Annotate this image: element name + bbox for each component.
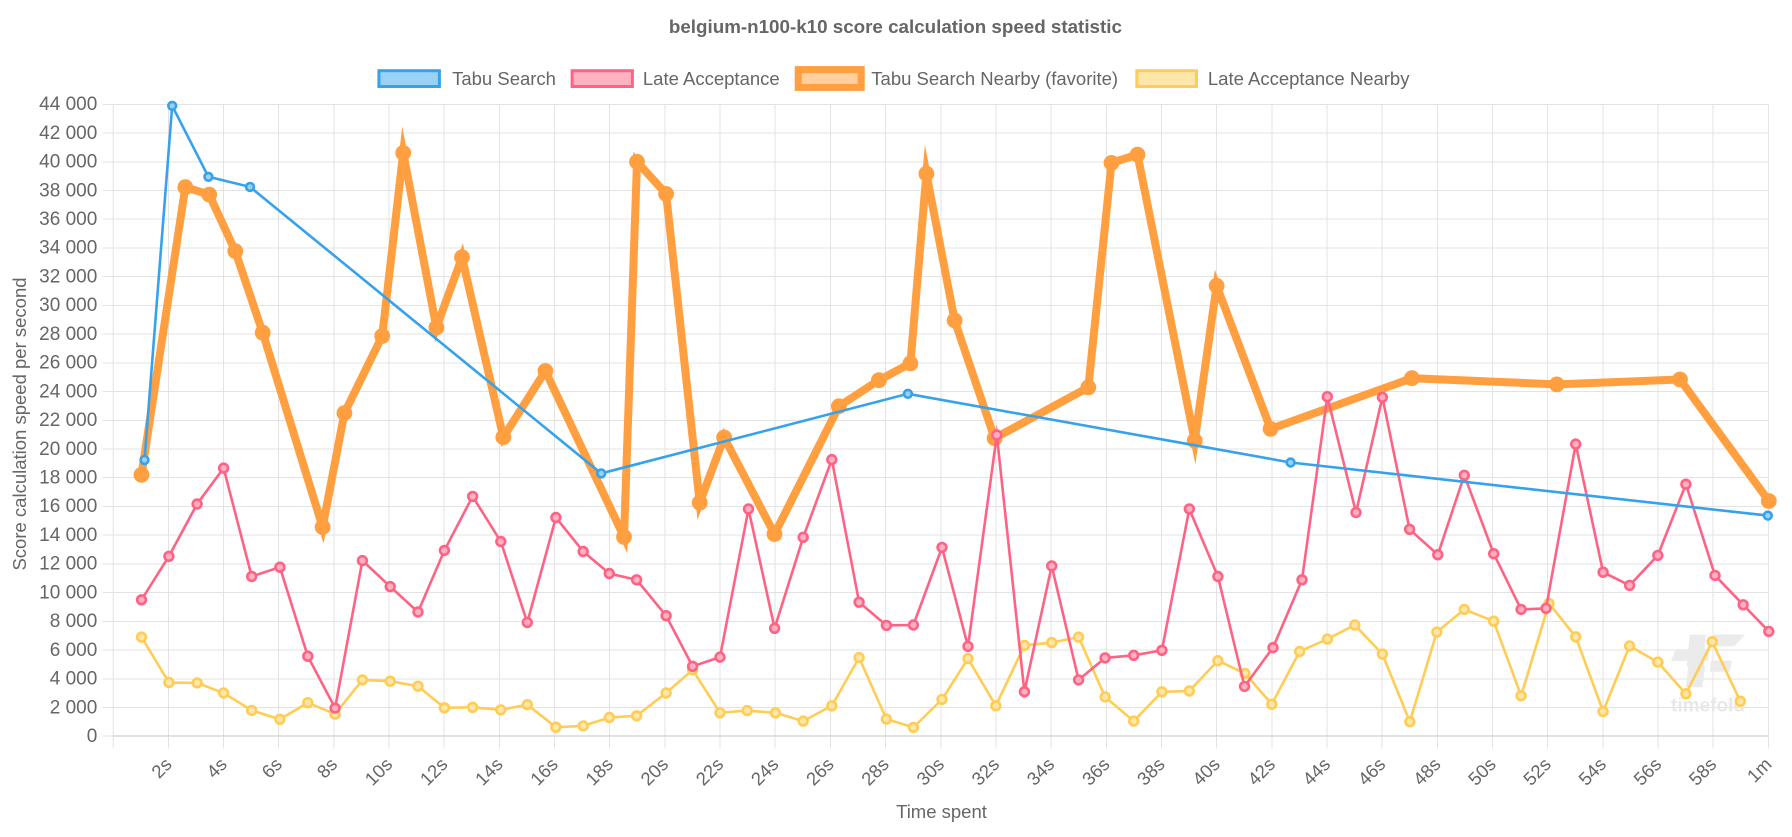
svg-text:belgium-n100-k10 score calcula: belgium-n100-k10 score calculation speed… [669,16,1122,37]
svg-text:32 000: 32 000 [39,266,97,287]
svg-text:30 000: 30 000 [39,295,97,316]
svg-text:Late Acceptance Nearby: Late Acceptance Nearby [1208,68,1410,89]
svg-text:timefold: timefold [1671,696,1745,717]
svg-text:20 000: 20 000 [39,439,97,460]
svg-text:Tabu Search Nearby (favorite): Tabu Search Nearby (favorite) [871,68,1118,89]
svg-text:8 000: 8 000 [50,611,98,632]
svg-text:36 000: 36 000 [39,209,97,230]
svg-text:Late Acceptance: Late Acceptance [643,68,780,89]
svg-text:Time spent: Time spent [896,801,987,822]
svg-text:10 000: 10 000 [39,582,97,603]
svg-text:14 000: 14 000 [39,525,97,546]
svg-text:28 000: 28 000 [39,324,97,345]
svg-text:34 000: 34 000 [39,238,97,259]
svg-text:44 000: 44 000 [39,94,97,115]
svg-text:42 000: 42 000 [39,123,97,144]
svg-text:22 000: 22 000 [39,410,97,431]
svg-text:Tabu Search: Tabu Search [452,68,556,89]
svg-text:12 000: 12 000 [39,554,97,575]
svg-text:6 000: 6 000 [50,640,98,661]
svg-text:16 000: 16 000 [39,496,97,517]
svg-text:40 000: 40 000 [39,152,97,173]
svg-text:38 000: 38 000 [39,180,97,201]
svg-text:Score calculation speed per se: Score calculation speed per second [9,277,30,570]
svg-text:4 000: 4 000 [50,669,98,690]
svg-text:26 000: 26 000 [39,353,97,374]
svg-text:2 000: 2 000 [50,697,98,718]
svg-text:0: 0 [87,726,98,747]
svg-text:24 000: 24 000 [39,381,97,402]
svg-text:18 000: 18 000 [39,468,97,489]
